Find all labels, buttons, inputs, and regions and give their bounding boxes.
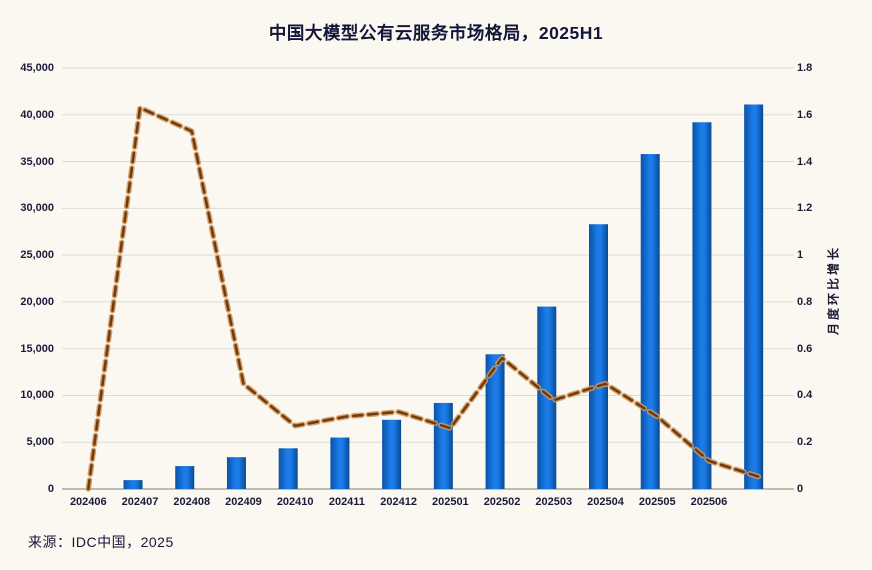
y-tick-label-right: 0.2 [797, 436, 813, 449]
x-tick-label: 202412 [380, 496, 417, 508]
y-tick-label-left: 20,000 [20, 295, 54, 308]
x-tick-label: 202504 [587, 496, 624, 508]
bar-202412 [382, 419, 402, 489]
x-tick-label: 202503 [535, 496, 573, 508]
bar-202506 [692, 122, 712, 490]
right-axis-title: 月度环比增长 [826, 244, 841, 336]
y-tick-label-left: 10,000 [20, 389, 54, 402]
x-tick-label: 202506 [690, 496, 728, 508]
x-tick-label: 202502 [483, 496, 521, 508]
y-tick-label-left: 5,000 [26, 436, 54, 449]
bar-202409 [226, 457, 246, 489]
y-tick-label-right: 1 [797, 249, 804, 262]
bar-202505 [640, 154, 660, 489]
y-tick-label-left: 25,000 [20, 249, 54, 262]
bar-202407 [123, 480, 143, 489]
x-tick-label: 202411 [328, 496, 365, 508]
y-tick-label-left: 0 [47, 483, 54, 495]
y-tick-label-left: 15,000 [20, 342, 54, 355]
plot-area [62, 67, 798, 492]
bar-202502 [485, 354, 505, 489]
y-tick-label-right: 0 [797, 483, 804, 495]
x-tick-label: 202410 [276, 496, 314, 508]
x-tick-label: 202408 [173, 496, 211, 508]
bar-202408 [175, 466, 195, 489]
bar-last [744, 104, 764, 489]
y-tick-label-right: 0.6 [797, 342, 813, 355]
x-tick-label: 202501 [431, 496, 469, 508]
combo-chart [62, 67, 794, 492]
y-tick-label-right: 1.8 [797, 62, 813, 74]
chart-title: 中国大模型公有云服务市场格局，2025H1 [268, 23, 604, 43]
y-tick-label-left: 30,000 [20, 202, 54, 215]
growth-line [86, 106, 762, 491]
x-tick-label: 202407 [121, 496, 159, 508]
y-tick-label-right: 1.6 [797, 108, 813, 121]
bar-202411 [330, 437, 350, 489]
y-tick-label-right: 0.8 [797, 295, 813, 308]
bar-202410 [278, 448, 298, 489]
bar-202504 [589, 224, 608, 489]
x-tick-label: 202406 [69, 496, 107, 508]
growth-line-halo [85, 105, 764, 492]
y-tick-label-left: 35,000 [20, 155, 54, 168]
x-tick-label: 202409 [225, 496, 262, 508]
source-note: 来源：IDC中国，2025 [28, 534, 174, 550]
y-tick-label-right: 1.4 [797, 155, 813, 168]
y-tick-label-right: 1.2 [797, 202, 813, 215]
y-tick-label-left: 45,000 [20, 62, 54, 74]
bar-202501 [433, 402, 453, 489]
y-tick-label-left: 40,000 [20, 108, 54, 121]
x-tick-label: 202505 [638, 496, 676, 508]
y-tick-label-right: 0.4 [797, 389, 813, 402]
